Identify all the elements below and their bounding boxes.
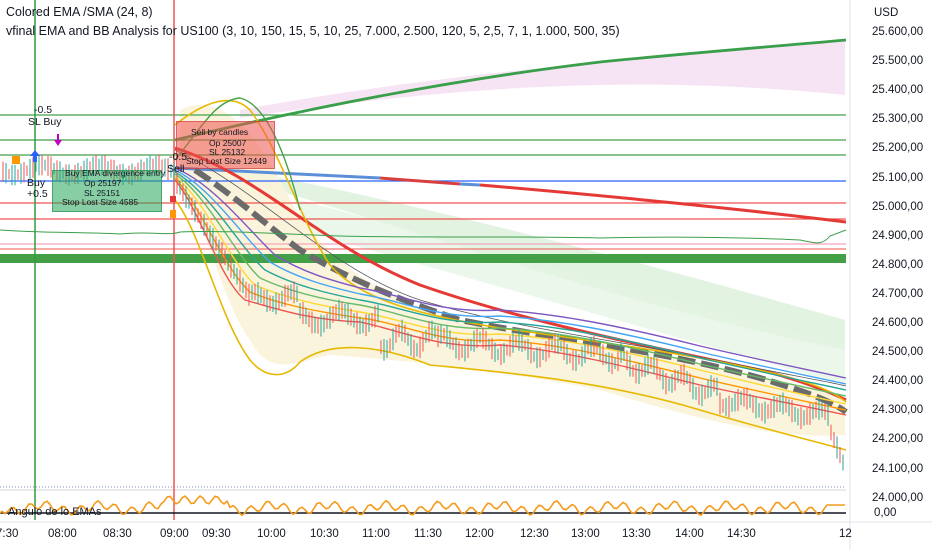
time-tick: 09:00 — [160, 528, 189, 540]
ema-ribbon-purple — [174, 167, 847, 379]
price-tick: 24.600,00 — [872, 317, 924, 329]
buy-box-line: SL 25151 — [84, 188, 121, 198]
price-tick: 24.700,00 — [872, 287, 924, 300]
price-tick: 25.200,00 — [872, 142, 924, 155]
price-tick: 25.600,00 — [872, 26, 924, 38]
ema-red-descend — [379, 176, 461, 186]
ema-ribbon-teal — [174, 171, 847, 391]
marker-sell-label: Sell — [167, 163, 185, 175]
sell-box-line: SL 25132 — [209, 147, 246, 157]
sell-box-line: Sell by candles — [191, 127, 249, 137]
price-tick: 24.300,00 — [872, 404, 924, 417]
marker-sell-minus-label: -0.5 — [169, 151, 188, 163]
time-tick: 13:00 — [571, 528, 600, 540]
price-tick: 25.300,00 — [872, 113, 924, 126]
bb-upper-fill — [240, 40, 845, 118]
oscillator-label[interactable]: Angulo de lo EMAs — [8, 506, 102, 518]
time-tick: 12 — [839, 528, 852, 540]
sell-box-line: Stop Lost Size 12449 — [186, 156, 267, 166]
price-tick: 24.400,00 — [872, 375, 924, 388]
price-tick: 24.000,00 — [872, 491, 924, 504]
time-tick: 10:00 — [257, 528, 286, 540]
price-tick: 24.500,00 — [872, 346, 924, 359]
time-tick: 11:30 — [414, 528, 442, 540]
sell-order-box — [176, 121, 275, 169]
price-tick: 24.800,00 — [872, 258, 924, 271]
time-tick: 10:30 — [310, 528, 339, 540]
time-tick: 09:30 — [202, 528, 231, 540]
candlestick-series — [2, 154, 844, 471]
oscillator-line — [0, 494, 845, 517]
oscillator-value: 0,00 — [874, 507, 897, 519]
sell-arrow-icon — [54, 134, 62, 146]
position-marker-orange-2 — [170, 210, 176, 218]
bb-yellow-fill — [180, 105, 845, 436]
ema-ribbon-blue — [174, 169, 847, 385]
marker-buy-label: Buy — [27, 177, 46, 189]
position-marker-red — [170, 196, 176, 202]
ema-thin-green-left — [0, 229, 847, 244]
buy-order-box — [52, 170, 162, 212]
price-tick: 25.000,00 — [872, 200, 924, 213]
position-marker-orange — [12, 156, 20, 164]
buy-box-line: Op 25197 — [84, 178, 122, 188]
buy-arrow-icon — [30, 150, 40, 162]
marker-plus-label: +0.5 — [27, 188, 48, 200]
price-tick: 25.500,00 — [872, 55, 924, 68]
indicator-legend-1[interactable]: Colored EMA /SMA (24, 8) — [6, 5, 153, 19]
ema-ribbon-green — [174, 173, 847, 397]
ema-blue-short — [459, 182, 481, 187]
sell-box-line: Op 25007 — [209, 138, 247, 148]
currency-label[interactable]: USD — [874, 7, 899, 19]
marker-sl-buy-label: SL Buy — [28, 116, 62, 128]
price-tick: 24.100,00 — [872, 462, 924, 475]
ema-blue-flat — [174, 166, 381, 180]
time-tick: 11:00 — [362, 528, 390, 540]
price-tick: 24.200,00 — [872, 433, 924, 446]
buy-box-line: Stop Lost Size 4585 — [62, 197, 139, 207]
indicator-legend-2[interactable]: vfinal EMA and BB Analysis for US100 (3,… — [6, 24, 620, 38]
price-tick: 24.900,00 — [872, 229, 924, 242]
buy-box-line: Buy EMA divergence entry — [65, 168, 166, 178]
marker-minus-label: -0.5 — [34, 104, 53, 116]
time-tick: 08:30 — [103, 528, 132, 540]
time-tick: 12:00 — [465, 528, 494, 540]
time-tick: 14:00 — [675, 528, 704, 540]
cloud-green-wide — [300, 200, 845, 385]
ema-long-green — [174, 38, 847, 142]
ema-red-long — [479, 183, 847, 224]
bb-lower-yellow — [174, 199, 847, 451]
ema-dark-dashed — [193, 167, 848, 415]
bb-upper-yellow — [174, 99, 847, 403]
price-tick: 25.400,00 — [872, 84, 924, 97]
time-tick: 14:30 — [727, 528, 756, 540]
time-tick: 08:00 — [48, 528, 77, 540]
time-tick: 13:30 — [622, 528, 651, 540]
support-band — [0, 254, 846, 263]
time-tick: 7:30 — [0, 528, 19, 540]
price-tick: 25.100,00 — [872, 171, 924, 184]
time-tick: 12:30 — [520, 528, 549, 540]
